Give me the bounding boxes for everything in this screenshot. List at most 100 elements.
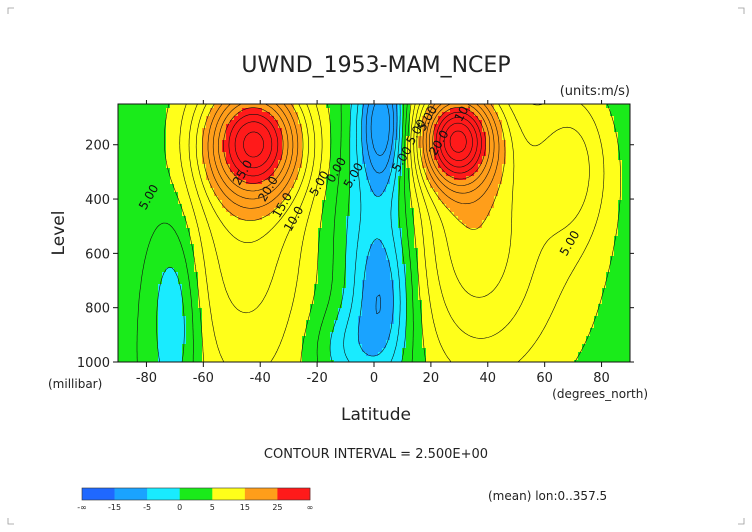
field-cell [218, 188, 223, 193]
field-cell [130, 256, 135, 261]
field-cell [190, 112, 195, 117]
field-cell [214, 104, 219, 109]
field-cell [166, 196, 171, 201]
field-cell [426, 164, 431, 169]
field-cell [302, 168, 307, 173]
field-cell [290, 208, 295, 213]
field-cell [418, 124, 423, 129]
field-cell [438, 116, 443, 121]
field-cell [146, 156, 151, 161]
field-cell [614, 104, 619, 109]
field-cell [282, 252, 287, 257]
field-cell [290, 144, 295, 149]
field-cell [346, 168, 351, 173]
field-cell [622, 128, 627, 133]
field-cell [590, 196, 595, 201]
field-cell [374, 124, 379, 129]
field-cell [278, 216, 283, 221]
field-cell [370, 196, 375, 201]
field-cell [298, 128, 303, 133]
field-cell [582, 152, 587, 157]
field-cell [390, 152, 395, 157]
field-cell [546, 160, 551, 165]
field-cell [226, 220, 231, 225]
field-cell [182, 164, 187, 169]
field-cell [602, 144, 607, 149]
field-cell [242, 212, 247, 217]
field-cell [422, 236, 427, 241]
field-cell [218, 172, 223, 177]
field-cell [262, 240, 267, 245]
field-cell [286, 128, 291, 133]
field-cell [178, 204, 183, 209]
field-cell [126, 112, 131, 117]
field-cell [442, 232, 447, 237]
field-cell [618, 156, 623, 161]
field-cell [278, 172, 283, 177]
field-cell [538, 108, 543, 113]
field-cell [614, 176, 619, 181]
field-cell [338, 164, 343, 169]
field-cell [338, 104, 343, 109]
field-cell [410, 248, 415, 253]
field-cell [362, 120, 367, 125]
field-cell [442, 204, 447, 209]
field-cell [466, 124, 471, 129]
field-cell [202, 224, 207, 229]
field-cell [438, 180, 443, 185]
field-cell [382, 232, 387, 237]
field-cell [514, 208, 519, 213]
field-cell [214, 180, 219, 185]
field-cell [246, 112, 251, 117]
field-cell [626, 200, 630, 205]
field-cell [398, 152, 403, 157]
field-cell [606, 216, 611, 221]
field-cell [126, 128, 131, 133]
field-cell [422, 252, 427, 257]
field-cell [314, 200, 319, 205]
field-cell [310, 104, 315, 109]
field-cell [290, 244, 295, 249]
field-cell [186, 192, 191, 197]
field-cell [134, 144, 139, 149]
field-cell [478, 108, 483, 113]
field-cell [358, 244, 363, 249]
field-cell [122, 128, 127, 133]
field-cell [278, 128, 283, 133]
field-cell [238, 208, 243, 213]
field-cell [598, 116, 603, 121]
field-cell [494, 220, 499, 225]
field-cell [622, 144, 627, 149]
field-cell [426, 212, 431, 217]
field-cell [526, 164, 531, 169]
field-cell [534, 240, 539, 245]
field-cell [246, 160, 251, 165]
field-cell [434, 160, 439, 165]
field-cell [334, 212, 339, 217]
field-cell [274, 248, 279, 253]
field-cell [302, 220, 307, 225]
field-cell [386, 120, 391, 125]
field-cell [218, 220, 223, 225]
field-cell [590, 252, 595, 257]
field-cell [222, 148, 227, 153]
field-cell [470, 176, 475, 181]
field-cell [262, 180, 267, 185]
field-cell [162, 240, 167, 245]
field-cell [130, 192, 135, 197]
field-cell [214, 232, 219, 237]
field-cell [370, 256, 375, 261]
field-cell [418, 240, 423, 245]
field-cell [266, 188, 271, 193]
field-cell [186, 188, 191, 193]
field-cell [126, 160, 131, 165]
field-cell [426, 176, 431, 181]
field-cell [582, 128, 587, 133]
field-cell [554, 168, 559, 173]
field-cell [606, 128, 611, 133]
field-cell [558, 124, 563, 129]
field-cell [346, 112, 351, 117]
field-cell [170, 204, 175, 209]
field-cell [518, 120, 523, 125]
field-cell [354, 240, 359, 245]
